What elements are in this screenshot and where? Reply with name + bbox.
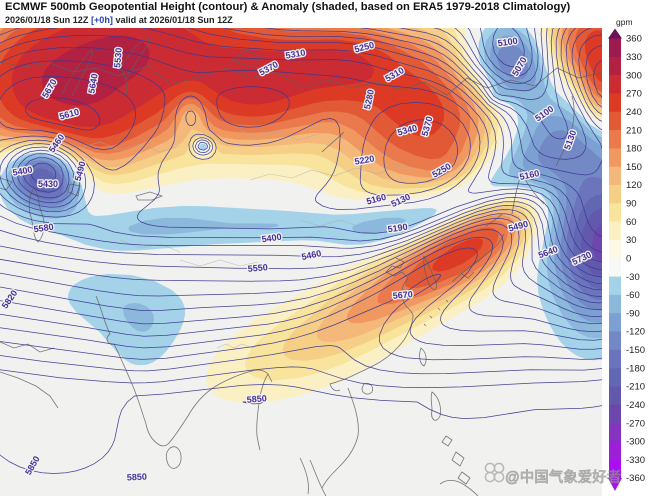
- svg-text:30: 30: [626, 235, 637, 246]
- svg-text:5100: 5100: [497, 36, 518, 49]
- svg-text:5190: 5190: [387, 222, 408, 235]
- svg-text:5530: 5530: [112, 47, 124, 68]
- svg-text:-240: -240: [626, 400, 645, 411]
- svg-text:5400: 5400: [12, 164, 33, 177]
- svg-text:-120: -120: [626, 327, 645, 338]
- svg-text:300: 300: [626, 70, 642, 81]
- svg-text:5580: 5580: [33, 222, 54, 235]
- svg-text:-210: -210: [626, 382, 645, 393]
- svg-text:5850: 5850: [246, 393, 267, 405]
- svg-text:-330: -330: [626, 455, 645, 466]
- svg-text:gpm: gpm: [616, 17, 633, 27]
- svg-text:270: 270: [626, 89, 642, 100]
- svg-text:5400: 5400: [261, 232, 282, 245]
- svg-text:180: 180: [626, 144, 642, 155]
- svg-text:5430: 5430: [38, 179, 58, 189]
- svg-text:90: 90: [626, 199, 637, 210]
- svg-text:60: 60: [626, 217, 637, 228]
- svg-text:5310: 5310: [285, 47, 306, 60]
- svg-text:-300: -300: [626, 437, 645, 448]
- svg-text:5640: 5640: [86, 73, 99, 94]
- svg-text:5670: 5670: [392, 289, 413, 301]
- svg-text:-180: -180: [626, 363, 645, 374]
- svg-text:360: 360: [626, 34, 642, 45]
- svg-text:-150: -150: [626, 345, 645, 356]
- svg-text:@中国气象爱好者: @中国气象爱好者: [505, 469, 621, 486]
- svg-text:210: 210: [626, 125, 642, 136]
- svg-text:-30: -30: [626, 272, 640, 283]
- svg-text:5460: 5460: [301, 248, 323, 262]
- svg-text:5850: 5850: [127, 471, 148, 482]
- svg-text:240: 240: [626, 107, 642, 118]
- svg-text:0: 0: [626, 253, 631, 264]
- svg-text:-90: -90: [626, 308, 640, 319]
- svg-text:5550: 5550: [247, 262, 268, 274]
- svg-text:120: 120: [626, 180, 642, 191]
- svg-text:-360: -360: [626, 473, 645, 484]
- svg-text:-270: -270: [626, 418, 645, 429]
- svg-text:5220: 5220: [354, 153, 375, 166]
- svg-text:150: 150: [626, 162, 642, 173]
- svg-text:-60: -60: [626, 290, 640, 301]
- svg-text:330: 330: [626, 52, 642, 63]
